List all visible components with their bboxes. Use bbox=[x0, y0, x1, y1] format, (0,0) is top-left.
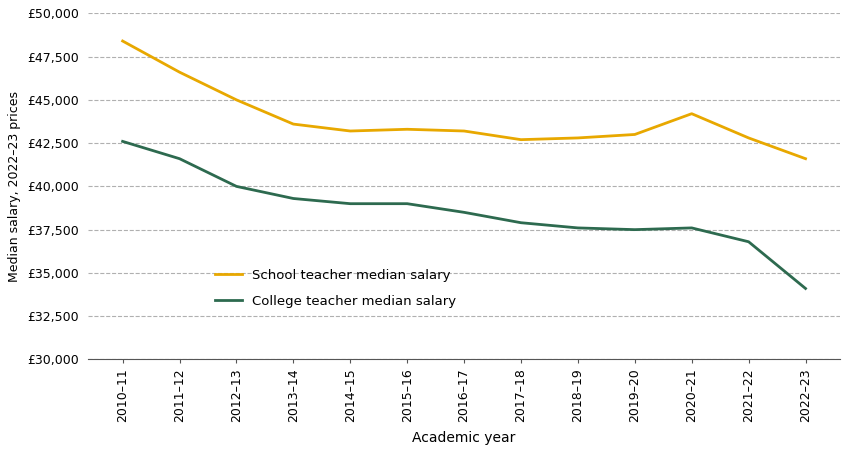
College teacher median salary bbox=[232, 183, 242, 189]
School teacher median salary bbox=[630, 132, 640, 137]
School teacher median salary bbox=[687, 111, 697, 116]
School teacher median salary bbox=[288, 121, 298, 127]
School teacher median salary bbox=[345, 128, 355, 134]
Y-axis label: Median salary, 2022–23 prices: Median salary, 2022–23 prices bbox=[8, 91, 21, 282]
Line: College teacher median salary: College teacher median salary bbox=[123, 141, 806, 289]
College teacher median salary bbox=[402, 201, 412, 207]
School teacher median salary bbox=[572, 135, 583, 140]
X-axis label: Academic year: Academic year bbox=[412, 431, 516, 445]
College teacher median salary bbox=[572, 225, 583, 231]
College teacher median salary bbox=[687, 225, 697, 231]
College teacher median salary bbox=[801, 286, 811, 291]
School teacher median salary bbox=[175, 69, 185, 75]
School teacher median salary bbox=[118, 39, 128, 44]
School teacher median salary bbox=[459, 128, 469, 134]
College teacher median salary bbox=[118, 139, 128, 144]
School teacher median salary bbox=[516, 137, 526, 142]
College teacher median salary bbox=[288, 196, 298, 201]
College teacher median salary bbox=[744, 239, 754, 245]
School teacher median salary bbox=[801, 156, 811, 161]
School teacher median salary bbox=[744, 135, 754, 140]
College teacher median salary bbox=[459, 210, 469, 215]
School teacher median salary bbox=[232, 97, 242, 102]
College teacher median salary bbox=[345, 201, 355, 207]
College teacher median salary bbox=[630, 227, 640, 232]
College teacher median salary bbox=[175, 156, 185, 161]
College teacher median salary bbox=[516, 220, 526, 226]
School teacher median salary bbox=[402, 126, 412, 132]
Legend: School teacher median salary, College teacher median salary: School teacher median salary, College te… bbox=[215, 269, 456, 308]
Line: School teacher median salary: School teacher median salary bbox=[123, 41, 806, 159]
